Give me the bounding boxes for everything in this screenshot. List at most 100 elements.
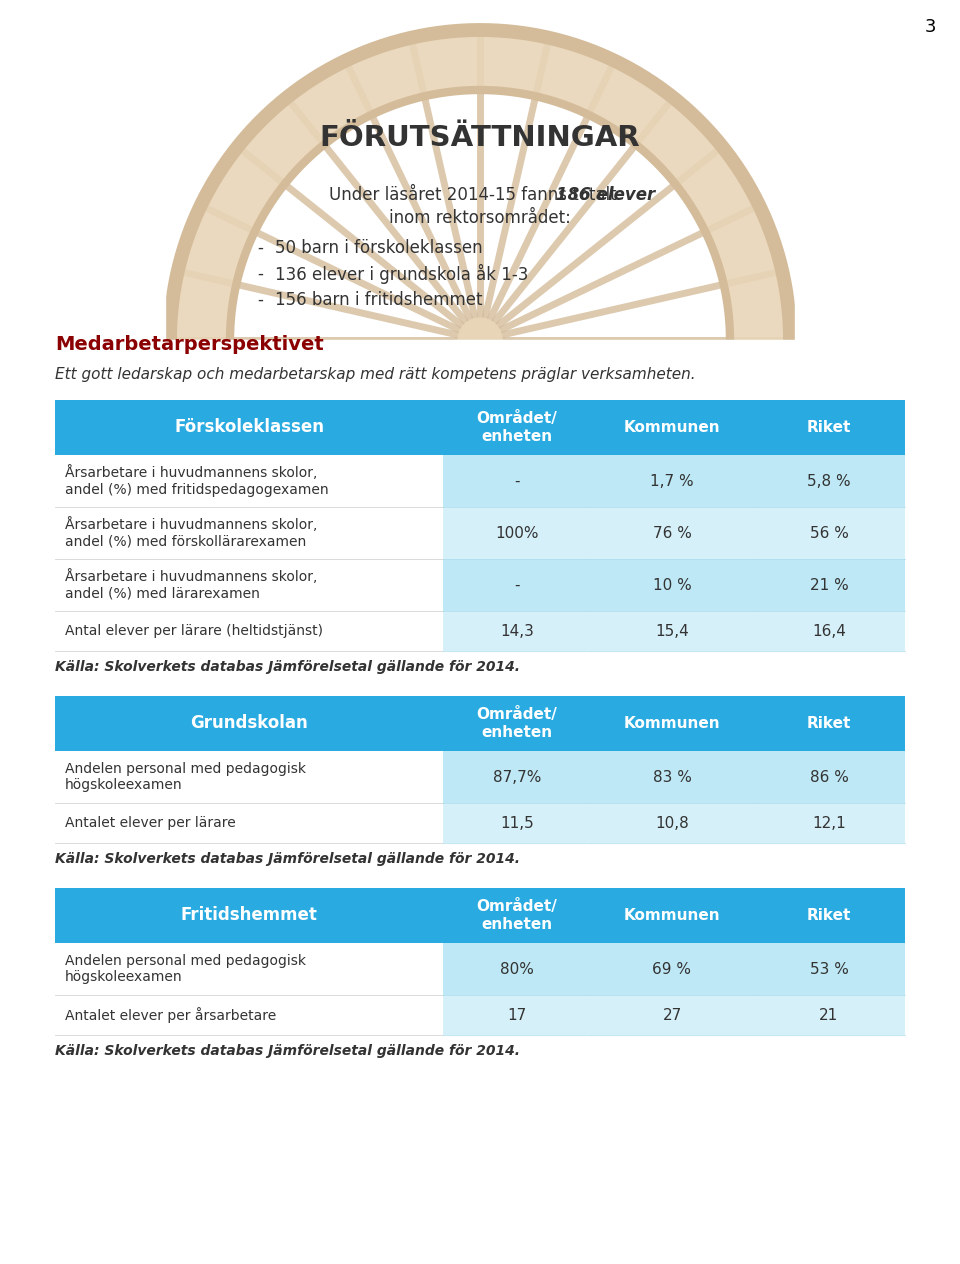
Text: 1,7 %: 1,7 % (650, 474, 694, 488)
Text: 76 %: 76 % (653, 526, 691, 541)
Bar (443, 995, 591, 1035)
Text: Riket: Riket (806, 908, 852, 923)
Text: Området/
enheten: Området/ enheten (476, 411, 558, 444)
Text: Källa: Skolverkets databas Jämförelsetal gällande för 2014.: Källa: Skolverkets databas Jämförelsetal… (55, 852, 520, 866)
Text: Kommunen: Kommunen (624, 908, 720, 923)
Circle shape (458, 319, 502, 362)
Text: 10 %: 10 % (653, 578, 691, 593)
Text: Andelen personal med pedagogisk
högskoleexamen: Andelen personal med pedagogisk högskole… (65, 954, 306, 985)
Bar (0, 0, 165, 340)
Bar (753, 399, 905, 455)
Text: 80%: 80% (500, 962, 534, 977)
Bar (55, 559, 443, 611)
Text: Årsarbetare i huvudmannens skolor,
andel (%) med fritidspedagogexamen: Årsarbetare i huvudmannens skolor, andel… (65, 465, 328, 497)
Text: Kommunen: Kommunen (624, 420, 720, 435)
Text: Årsarbetare i huvudmannens skolor,
andel (%) med lärarexamen: Årsarbetare i huvudmannens skolor, andel… (65, 569, 318, 600)
Text: 10,8: 10,8 (655, 815, 689, 830)
Text: -: - (257, 291, 263, 308)
Bar (55, 399, 443, 455)
Bar (591, 455, 753, 507)
Bar (443, 943, 591, 995)
Bar (753, 696, 905, 751)
Text: Ett gott ledarskap och medarbetarskap med rätt kompetens präglar verksamheten.: Ett gott ledarskap och medarbetarskap me… (55, 368, 696, 383)
Bar (443, 803, 591, 843)
Text: 100%: 100% (495, 526, 539, 541)
Bar (753, 455, 905, 507)
Text: Källa: Skolverkets databas Jämförelsetal gällande för 2014.: Källa: Skolverkets databas Jämförelsetal… (55, 1044, 520, 1058)
Text: 16,4: 16,4 (812, 623, 846, 638)
Text: inom rektorsområdet:: inom rektorsområdet: (389, 209, 571, 228)
Text: Årsarbetare i huvudmannens skolor,
andel (%) med förskollärarexamen: Årsarbetare i huvudmannens skolor, andel… (65, 517, 318, 549)
Text: Andelen personal med pedagogisk
högskoleexamen: Andelen personal med pedagogisk högskole… (65, 762, 306, 793)
Bar (0, 340, 960, 1264)
Text: 12,1: 12,1 (812, 815, 846, 830)
Text: 21 %: 21 % (809, 578, 849, 593)
Bar (795, 0, 960, 340)
Text: 5,8 %: 5,8 % (807, 474, 851, 488)
Text: 50 barn i förskoleklassen: 50 barn i förskoleklassen (275, 239, 483, 257)
Text: -: - (515, 578, 519, 593)
Text: Riket: Riket (806, 715, 852, 731)
Text: 27: 27 (662, 1007, 682, 1023)
Text: 136 elever i grundskola åk 1-3: 136 elever i grundskola åk 1-3 (275, 264, 528, 284)
Text: Fritidshemmet: Fritidshemmet (180, 906, 318, 924)
Text: 86 %: 86 % (809, 770, 849, 785)
Bar (753, 803, 905, 843)
Text: -: - (257, 265, 263, 283)
Text: 14,3: 14,3 (500, 623, 534, 638)
Text: Kommunen: Kommunen (624, 715, 720, 731)
Bar (753, 507, 905, 559)
Text: Grundskolan: Grundskolan (190, 714, 308, 733)
Bar (443, 751, 591, 803)
Bar (55, 803, 443, 843)
Bar (443, 696, 591, 751)
Bar (591, 803, 753, 843)
Bar (55, 507, 443, 559)
Bar (591, 399, 753, 455)
Bar (55, 943, 443, 995)
Bar (55, 751, 443, 803)
Bar (55, 889, 443, 943)
Text: 17: 17 (508, 1007, 527, 1023)
Text: 21: 21 (820, 1007, 839, 1023)
Text: Området/
enheten: Området/ enheten (476, 899, 558, 932)
Bar (443, 399, 591, 455)
Text: Antal elever per lärare (heltidstjänst): Antal elever per lärare (heltidstjänst) (65, 624, 323, 638)
Bar (443, 455, 591, 507)
Text: Källa: Skolverkets databas Jämförelsetal gällande för 2014.: Källa: Skolverkets databas Jämförelsetal… (55, 660, 520, 674)
Text: Riket: Riket (806, 420, 852, 435)
Text: 3: 3 (924, 18, 936, 35)
Bar (591, 696, 753, 751)
Bar (55, 611, 443, 651)
Text: Medarbetarperspektivet: Medarbetarperspektivet (55, 335, 324, 354)
Text: FÖRUTSÄTTNINGAR: FÖRUTSÄTTNINGAR (320, 124, 640, 152)
Text: 15,4: 15,4 (655, 623, 689, 638)
Text: -: - (257, 239, 263, 257)
Bar (443, 507, 591, 559)
Text: 186 elever: 186 elever (556, 186, 656, 204)
Text: 69 %: 69 % (653, 962, 691, 977)
Bar (591, 751, 753, 803)
Bar (753, 943, 905, 995)
Text: Under läsåret 2014-15 fanns totalt: Under läsåret 2014-15 fanns totalt (328, 186, 622, 204)
Text: 53 %: 53 % (809, 962, 849, 977)
Bar (443, 559, 591, 611)
Bar (591, 889, 753, 943)
Bar (55, 995, 443, 1035)
Text: -: - (515, 474, 519, 488)
Bar (753, 751, 905, 803)
Text: 56 %: 56 % (809, 526, 849, 541)
Text: 87,7%: 87,7% (492, 770, 541, 785)
Bar (55, 696, 443, 751)
Bar (753, 995, 905, 1035)
Text: Antalet elever per lärare: Antalet elever per lärare (65, 817, 236, 830)
Polygon shape (170, 30, 790, 340)
Bar (443, 889, 591, 943)
Bar (591, 611, 753, 651)
Text: Området/
enheten: Området/ enheten (476, 708, 558, 739)
Text: Antalet elever per årsarbetare: Antalet elever per årsarbetare (65, 1007, 276, 1023)
Bar (591, 507, 753, 559)
Bar (591, 559, 753, 611)
Bar (753, 889, 905, 943)
Text: 156 barn i fritidshemmet: 156 barn i fritidshemmet (275, 291, 483, 308)
